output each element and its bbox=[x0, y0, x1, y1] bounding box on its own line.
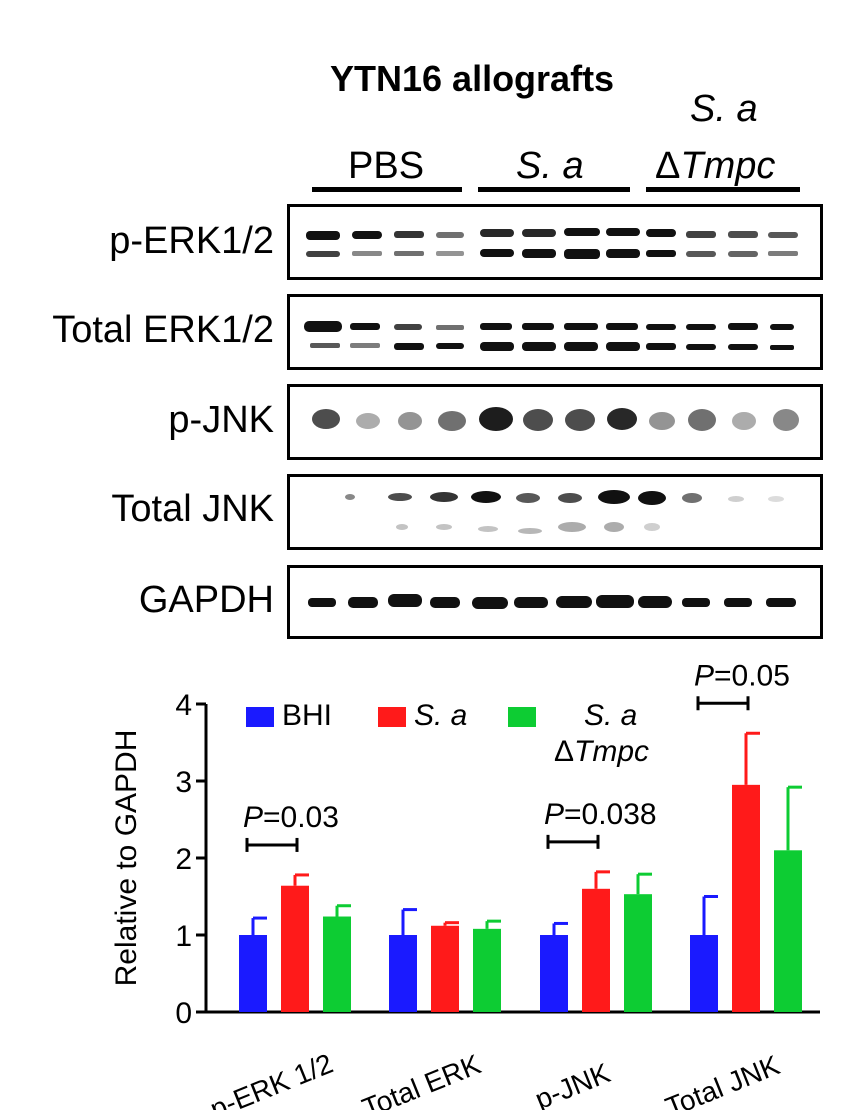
group-label-sa-tmpc-line2: ΔTmpc bbox=[655, 145, 776, 187]
blot-label-total-jnk: Total JNK bbox=[111, 488, 274, 530]
blot-bands-total-erk bbox=[304, 321, 794, 351]
bar bbox=[323, 916, 351, 1012]
legend-label: S. a bbox=[414, 699, 467, 732]
legend-swatch bbox=[378, 707, 406, 727]
x-category-label: p-ERK 1/2 bbox=[206, 1048, 337, 1110]
legend-swatch bbox=[508, 707, 536, 727]
bar bbox=[239, 935, 267, 1012]
blot-panel-gapdh bbox=[287, 565, 823, 639]
group-line-sa-tmpc bbox=[646, 187, 800, 192]
p-value-label: P=0.038 bbox=[544, 798, 657, 831]
legend-label: BHI bbox=[282, 699, 332, 732]
p-value-label: P=0.05 bbox=[694, 660, 790, 692]
bar bbox=[690, 935, 718, 1012]
bar bbox=[624, 894, 652, 1012]
y-tick-label: 3 bbox=[175, 766, 192, 799]
bar bbox=[732, 784, 760, 1012]
bar bbox=[281, 885, 309, 1012]
blot-label-perk: p-ERK1/2 bbox=[109, 220, 274, 262]
x-category-label: Total ERK bbox=[358, 1048, 485, 1110]
x-category-label: p-JNK bbox=[531, 1057, 615, 1110]
y-tick-label: 0 bbox=[175, 997, 192, 1030]
blot-bands-total-jnk bbox=[345, 490, 784, 534]
y-axis-label: Relative to GAPDH bbox=[110, 730, 143, 987]
legend-label-line2: ΔTmpc bbox=[554, 735, 649, 768]
group-label-sa-tmpc-line1: S. a bbox=[690, 88, 758, 130]
group-label-pbs: PBS bbox=[348, 145, 425, 187]
group-line-sa bbox=[478, 187, 630, 192]
blot-label-total-erk: Total ERK1/2 bbox=[52, 309, 274, 351]
blot-panel-pjnk bbox=[287, 384, 823, 460]
y-tick-label: 4 bbox=[175, 689, 192, 722]
bar bbox=[540, 935, 568, 1012]
legend-label: S. a bbox=[584, 699, 637, 732]
p-value-label: P=0.03 bbox=[243, 801, 339, 834]
blot-panel-perk bbox=[287, 204, 823, 280]
blot-panel-total-erk bbox=[287, 294, 823, 370]
y-tick-label: 1 bbox=[175, 920, 192, 953]
blot-bands-gapdh bbox=[308, 594, 796, 609]
bar bbox=[774, 850, 802, 1012]
bar bbox=[389, 935, 417, 1012]
blot-bands-perk bbox=[306, 228, 798, 259]
figure-title: YTN16 allografts bbox=[330, 58, 615, 99]
blot-label-pjnk: p-JNK bbox=[168, 399, 274, 441]
bar-chart: 0 1 2 3 4 Relative to GAPDH p-ERK 1/2 Total ERK… bbox=[110, 660, 820, 1110]
x-category-label: Total JNK bbox=[661, 1049, 784, 1110]
legend-swatch bbox=[246, 707, 274, 727]
bar bbox=[582, 888, 610, 1012]
blot-panel-total-jnk bbox=[287, 474, 823, 550]
y-tick-label: 2 bbox=[175, 843, 192, 876]
group-label-sa: S. a bbox=[516, 145, 584, 187]
blot-bands-pjnk bbox=[312, 407, 799, 431]
blot-label-gapdh: GAPDH bbox=[138, 579, 274, 621]
group-line-pbs bbox=[312, 187, 462, 192]
bar bbox=[431, 925, 459, 1012]
bar bbox=[473, 928, 501, 1012]
